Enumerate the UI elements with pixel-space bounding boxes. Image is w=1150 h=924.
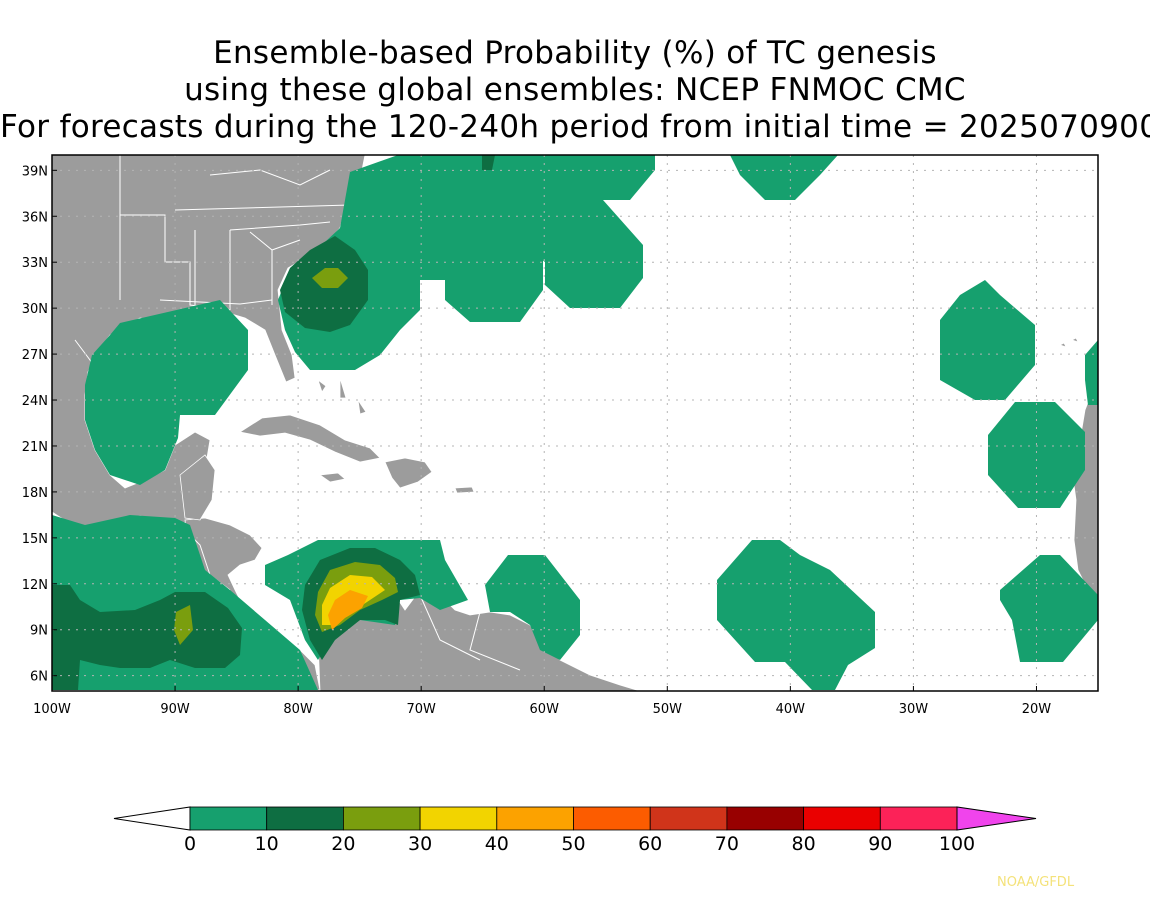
lat-label: 21N — [22, 440, 48, 455]
colorbar-label: 0 — [184, 833, 196, 855]
lat-label: 36N — [22, 210, 48, 225]
prob-region-hispaniola-dot — [482, 155, 495, 170]
lat-label: 6N — [30, 670, 48, 685]
lon-label: 100W — [33, 702, 71, 717]
lat-label: 30N — [22, 302, 48, 317]
colorbar-over-arrow — [956, 806, 1037, 831]
prob-region-us-east-coast — [278, 155, 655, 370]
prob-region-sw-caribbean-max — [328, 590, 368, 630]
prob-region-east-atlantic — [988, 402, 1085, 508]
colorbar-label: 80 — [792, 833, 816, 855]
genesis-probability-shading — [52, 155, 1098, 690]
colorbar-bin — [189, 806, 268, 831]
land-canary-islands — [1058, 337, 1079, 348]
land-cuba — [238, 414, 381, 463]
lat-label: 39N — [22, 164, 48, 179]
land-bahamas — [317, 377, 367, 415]
prob-region-africa-coast — [1085, 340, 1098, 405]
prob-region-azores-south — [940, 280, 1035, 400]
map-frame — [51, 154, 1099, 692]
colorbar-label: 60 — [638, 833, 662, 855]
lon-label: 40W — [776, 702, 806, 717]
lon-label: 20W — [1022, 702, 1052, 717]
colorbar-label: 30 — [408, 833, 432, 855]
lon-label: 50W — [653, 702, 683, 717]
colorbar-bin — [573, 806, 651, 831]
colorbar-bin — [726, 806, 805, 831]
lat-label: 27N — [22, 348, 48, 363]
colorbar-bin — [496, 806, 574, 831]
prob-region-east-pacific-peak — [174, 605, 193, 645]
prob-region-carolinas-peak — [312, 268, 348, 288]
lat-label: 24N — [22, 394, 48, 409]
prob-region-gulf-of-mexico — [85, 300, 248, 485]
colorbar-bin — [803, 806, 881, 831]
prob-region-east-pacific-core — [52, 585, 242, 690]
map-grid — [52, 155, 1098, 691]
lon-label: 70W — [406, 702, 436, 717]
colorbar-bin — [266, 806, 344, 831]
colorbar-bin — [879, 806, 958, 831]
colorbar-bin — [649, 806, 728, 831]
colorbar-label: 90 — [868, 833, 892, 855]
lon-label: 60W — [530, 702, 560, 717]
credit-text: NOAA/GFDL — [997, 875, 1075, 890]
lat-label: 15N — [22, 532, 48, 547]
colorbar-bin — [419, 806, 498, 831]
prob-region-north-atlantic — [730, 155, 838, 200]
lat-label: 9N — [30, 624, 48, 639]
lat-label: 12N — [22, 578, 48, 593]
lon-label: 80W — [283, 702, 313, 717]
prob-region-cape-verde — [1000, 555, 1098, 662]
colorbar-bin — [342, 806, 421, 831]
lon-label: 90W — [160, 702, 190, 717]
axis-ticks — [51, 169, 1037, 691]
title-line-2: using these global ensembles: NCEP FNMOC… — [184, 72, 966, 108]
colorbar-label: 50 — [561, 833, 585, 855]
latitude-labels: 39N 36N 33N 30N 27N 24N 21N 18N 15N 12N 9N 6N — [22, 164, 48, 684]
lat-label: 33N — [22, 256, 48, 271]
lon-label: 30W — [899, 702, 929, 717]
colorbar-label: 40 — [485, 833, 509, 855]
colorbar-label: 100 — [939, 833, 975, 855]
colorbar-label: 70 — [715, 833, 739, 855]
land-yucatan — [179, 454, 216, 521]
longitude-labels: 100W 90W 80W 70W 60W 50W 40W 30W 20W — [33, 702, 1051, 717]
title-line-1: Ensemble-based Probability (%) of TC gen… — [213, 35, 937, 71]
land-puerto-rico — [454, 486, 475, 494]
land-hispaniola — [384, 457, 433, 489]
colorbar-label: 20 — [331, 833, 355, 855]
colorbar: 0 10 20 30 40 50 60 70 80 90 100 — [113, 806, 1037, 855]
land-jamaica — [318, 472, 346, 483]
prob-region-central-atlantic — [717, 540, 875, 690]
lat-label: 18N — [22, 486, 48, 501]
title-line-3: For forecasts during the 120-240h period… — [0, 109, 1150, 145]
colorbar-under-arrow — [113, 806, 191, 831]
prob-region-lesser-antilles — [485, 555, 580, 660]
colorbar-label: 10 — [255, 833, 279, 855]
